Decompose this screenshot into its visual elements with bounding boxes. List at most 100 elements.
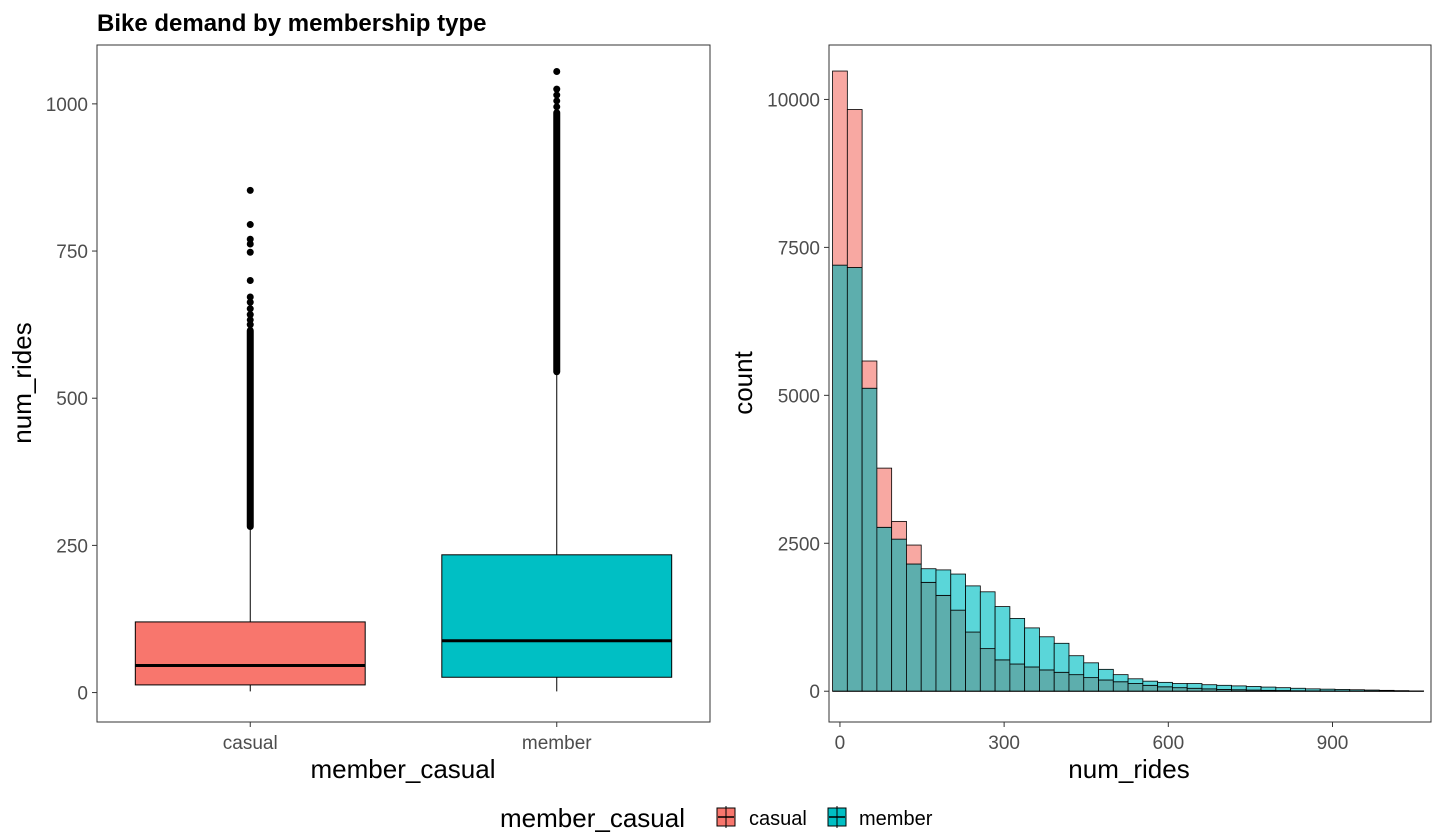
histogram-bar-member — [1260, 686, 1277, 691]
boxplot-y-tick-label: 1000 — [46, 95, 88, 116]
histogram-bin — [876, 467, 893, 692]
histogram-y-axis: 0 2500 5000 7500 10000 — [767, 90, 829, 703]
histogram-bin — [1112, 674, 1129, 692]
histogram-bin — [1245, 686, 1262, 692]
histogram-bar-member — [1305, 688, 1321, 692]
legend: member_casual casual member — [500, 803, 933, 833]
histogram-bin — [1172, 683, 1188, 692]
legend-item-casual: casual — [716, 806, 807, 830]
histogram-bin — [1216, 684, 1232, 692]
boxplot-marks — [134, 67, 673, 692]
histogram-bin — [906, 544, 922, 692]
histogram-bar-member — [1157, 681, 1173, 688]
histogram-bar-member — [1201, 684, 1218, 690]
histogram-bar-overlap — [861, 387, 878, 692]
box-outlier-point — [246, 305, 254, 313]
box-outlier-band — [246, 327, 254, 531]
chart-title: Bike demand by membership type — [97, 10, 486, 37]
histogram-bar-member — [994, 606, 1011, 661]
box-outlier-band — [553, 109, 561, 376]
histogram-bar-overlap — [1172, 687, 1188, 692]
histogram-bar-member — [1112, 674, 1129, 683]
histogram-bar-member — [1098, 668, 1114, 681]
histogram-bar-casual — [846, 109, 863, 268]
histogram-bin — [1024, 627, 1040, 692]
histogram-y-axis-title: count — [728, 350, 758, 414]
histogram-bin — [1186, 683, 1203, 692]
histogram-bin — [979, 591, 996, 692]
histogram-bar-overlap — [1039, 669, 1055, 692]
histogram-bar-overlap — [1127, 683, 1144, 692]
histogram-bin — [950, 573, 966, 692]
histogram-bar-overlap — [935, 594, 952, 692]
legend-title: member_casual — [500, 803, 685, 833]
histogram-bin — [1098, 668, 1114, 692]
boxplot-x-axis: casual member — [223, 722, 592, 754]
histogram-bin — [994, 606, 1011, 692]
box-outlier-point — [246, 293, 254, 301]
histogram-bin — [891, 520, 907, 692]
histogram-bar-member — [1039, 636, 1055, 671]
histogram-bar-member — [1053, 642, 1070, 673]
histogram-bar-overlap — [846, 267, 863, 692]
histogram-bar-member — [1024, 627, 1040, 668]
box-outlier-point — [246, 276, 254, 284]
box-iqr-rect — [441, 554, 673, 678]
histogram-bar-casual — [832, 70, 848, 266]
histogram-bar-member — [1083, 662, 1099, 679]
histogram-bar-member — [1009, 618, 1026, 665]
histogram-bar-overlap — [1009, 663, 1026, 692]
boxplot-panel: 0 250 500 750 1000 casual member member_casua… — [7, 44, 711, 784]
histogram-bar-overlap — [832, 264, 848, 692]
histogram-bin — [1053, 642, 1070, 692]
boxplot-x-axis-title: member_casual — [311, 754, 496, 784]
histogram-bar-overlap — [891, 538, 907, 692]
histogram-bar-overlap — [876, 526, 893, 692]
box-iqr-rect — [134, 621, 366, 686]
histogram-x-axis: 0 300 600 900 — [835, 722, 1349, 754]
histogram-bar-member — [1142, 680, 1159, 686]
histogram-bar-member — [1290, 687, 1306, 692]
box-outlier-point — [553, 91, 561, 99]
histogram-bin — [1275, 687, 1292, 692]
legend-label-casual: casual — [749, 808, 807, 830]
histogram-x-tick-label: 900 — [1317, 733, 1349, 754]
histogram-x-axis-title: num_rides — [1068, 754, 1189, 784]
histogram-bar-overlap — [1142, 684, 1159, 692]
histogram-y-tick-label: 2500 — [778, 534, 820, 555]
histogram-bin — [1260, 686, 1277, 692]
histogram-bin — [1127, 678, 1144, 692]
histogram-bar-member — [1068, 655, 1085, 676]
boxplot-y-tick-label: 500 — [56, 389, 88, 410]
box-outlier-point — [553, 67, 561, 75]
histogram-y-tick-label: 5000 — [778, 386, 820, 407]
legend-item-member: member — [827, 806, 933, 830]
histogram-bin — [1142, 680, 1159, 692]
box-outlier-point — [246, 221, 254, 229]
box-member — [441, 67, 673, 692]
histogram-bar-member — [1319, 688, 1336, 692]
box-outlier-point — [553, 103, 561, 111]
histogram-bin — [832, 70, 848, 692]
boxplot-y-tick-label: 0 — [77, 684, 88, 705]
histogram-bar-member — [1186, 683, 1203, 689]
histogram-bin — [1157, 681, 1173, 692]
histogram-bar-member — [1245, 686, 1262, 691]
histogram-bin — [1201, 684, 1218, 692]
histogram-x-tick-label: 600 — [1152, 733, 1184, 754]
histogram-bar-member — [1231, 685, 1247, 691]
boxplot-x-tick-label: member — [522, 733, 592, 754]
histogram-bar-overlap — [1053, 671, 1070, 692]
histogram-bar-member — [950, 573, 966, 611]
histogram-bar-overlap — [1157, 686, 1173, 692]
histogram-bar-overlap — [1112, 681, 1129, 692]
histogram-bin — [1068, 655, 1085, 692]
histogram-bin — [965, 585, 981, 692]
box-outlier-point — [246, 311, 254, 319]
legend-label-member: member — [859, 808, 933, 830]
boxplot-y-axis-title: num_rides — [7, 322, 37, 443]
histogram-bar-overlap — [965, 631, 981, 692]
histogram-bar-member — [1172, 683, 1188, 689]
